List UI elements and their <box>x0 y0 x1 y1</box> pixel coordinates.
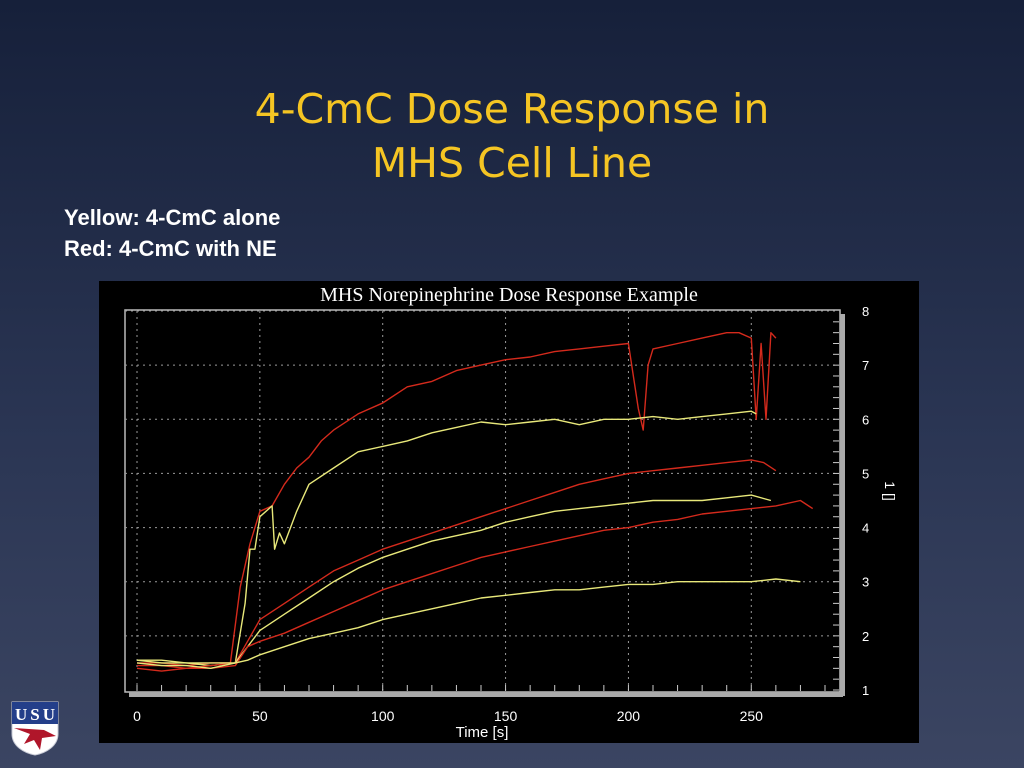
plot-shadow-bottom <box>129 692 843 697</box>
x-axis-label: Time [s] <box>456 724 509 741</box>
y-tick-label: 1 <box>862 683 869 698</box>
legend-yellow-note: Yellow: 4-CmC alone <box>64 205 281 230</box>
slide-title: 4-CmC Dose Response in MHS Cell Line <box>0 82 1024 190</box>
logo-text: USU <box>15 705 55 724</box>
series-line-1-red <box>137 332 777 667</box>
y-tick-label: 8 <box>862 304 869 319</box>
series-line-5-red <box>136 499 814 672</box>
y-tick-label: 6 <box>862 412 869 427</box>
chart-title: MHS Norepinephrine Dose Response Example <box>320 284 698 306</box>
y-tick-label: 2 <box>862 629 869 644</box>
series-line-4-yellow <box>137 494 772 664</box>
y-tick-label: 7 <box>862 358 869 373</box>
usu-logo: USU <box>11 701 59 756</box>
series-line-3-red <box>137 459 777 669</box>
y-tick-label: 4 <box>862 521 869 536</box>
x-tick-label: 250 <box>740 708 764 724</box>
y-axis-label: 1 [] <box>882 481 898 500</box>
plot-area <box>124 309 841 693</box>
x-tick-label: 0 <box>133 708 141 724</box>
x-tick-label: 200 <box>617 708 641 724</box>
x-tick-label: 100 <box>371 708 395 724</box>
y-tick-label: 5 <box>862 466 869 481</box>
series-line-2-yellow <box>136 410 757 667</box>
y-tick-label: 3 <box>862 575 869 590</box>
chart-panel: MHS Norepinephrine Dose Response Example… <box>99 281 919 743</box>
axis-ticks: 0 50 100 150 200 250 1 2 3 4 5 6 7 8 <box>133 304 869 724</box>
chart-svg: MHS Norepinephrine Dose Response Example… <box>124 284 898 741</box>
legend-note: Yellow: 4-CmC alone Red: 4-CmC with NE <box>64 202 280 264</box>
x-tick-label: 50 <box>252 708 268 724</box>
series-line-6-yellow <box>136 578 801 669</box>
slide-title-line-1: 4-CmC Dose Response in <box>254 85 770 133</box>
series-lines <box>136 332 814 672</box>
slide-title-line-2: MHS Cell Line <box>371 139 653 187</box>
legend-red-note: Red: 4-CmC with NE <box>64 236 277 261</box>
plot-shadow-right <box>840 314 845 696</box>
x-tick-label: 150 <box>494 708 518 724</box>
